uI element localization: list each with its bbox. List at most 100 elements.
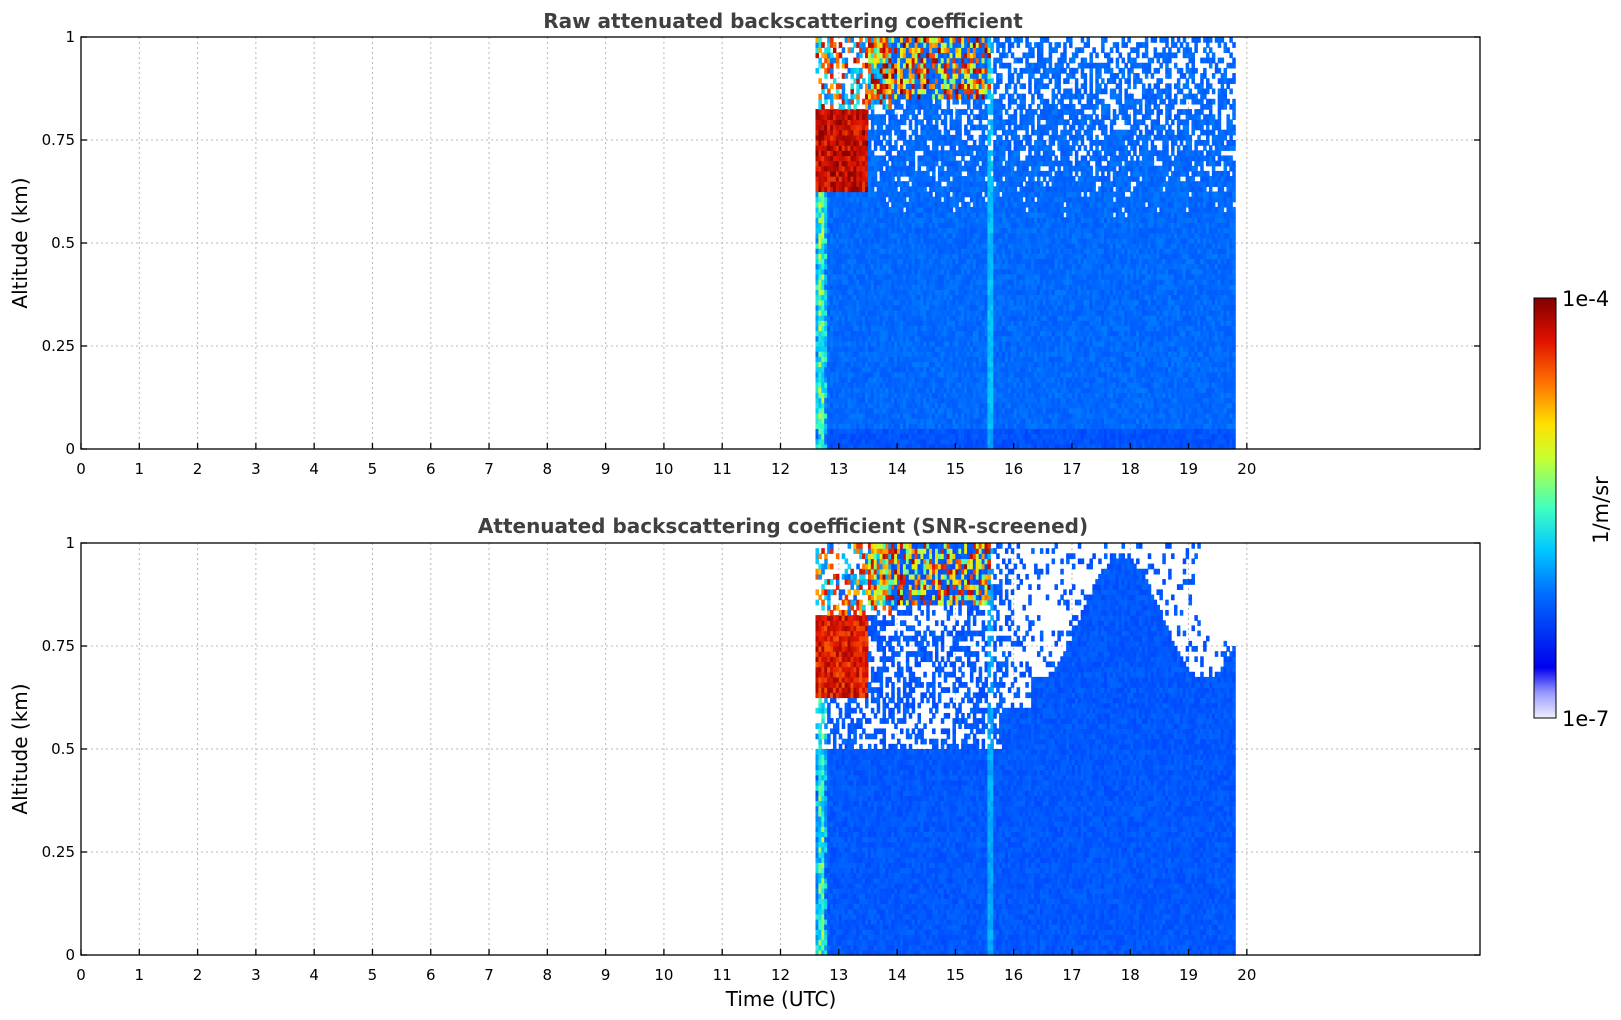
heatmap-cell: [838, 145, 843, 151]
heatmap-cell: [894, 212, 898, 218]
heatmap-cell: [911, 371, 916, 378]
heatmap-cell: [821, 119, 825, 126]
heatmap-cell: [993, 299, 997, 306]
heatmap-cell: [999, 62, 1003, 69]
heatmap-cell: [885, 433, 889, 440]
heatmap-cell: [993, 402, 997, 409]
heatmap-cell: [958, 407, 962, 414]
heatmap-cell: [978, 140, 983, 146]
heatmap-cell: [949, 109, 954, 115]
heatmap-cell: [841, 335, 846, 342]
heatmap-cell: [923, 83, 927, 90]
heatmap-cell: [937, 351, 942, 357]
heatmap-cell: [940, 37, 945, 43]
heatmap-cell: [835, 309, 840, 316]
heatmap-cell: [958, 263, 962, 270]
heatmap-cell: [815, 217, 819, 223]
heatmap-cell: [911, 155, 916, 162]
heatmap-cell: [876, 294, 881, 301]
heatmap-cell: [882, 191, 887, 198]
heatmap-cell: [946, 397, 951, 404]
heatmap-cell: [841, 176, 846, 182]
heatmap-cell: [975, 351, 980, 357]
heatmap-cell: [870, 402, 875, 409]
heatmap-cell: [949, 340, 954, 347]
heatmap-cell: [827, 243, 831, 249]
heatmap-cell: [984, 57, 989, 64]
heatmap-cell: [1004, 253, 1009, 260]
heatmap-cell: [999, 232, 1003, 239]
heatmap-cell: [911, 428, 916, 435]
heatmap-cell: [926, 304, 930, 311]
heatmap-cell: [920, 356, 924, 363]
heatmap-cell: [932, 145, 936, 151]
heatmap-cell: [873, 237, 878, 244]
heatmap-cell: [838, 181, 843, 187]
heatmap-cell: [955, 196, 959, 203]
heatmap-cell: [958, 325, 962, 332]
heatmap-cell: [908, 67, 913, 74]
heatmap-cell: [967, 93, 971, 100]
heatmap-cell: [917, 438, 921, 445]
heatmap-cell: [996, 119, 1000, 126]
heatmap-cell: [856, 340, 860, 347]
heatmap-cell: [955, 402, 959, 409]
heatmap-cell: [981, 109, 986, 115]
heatmap-cell: [815, 279, 819, 285]
heatmap-cell: [888, 289, 892, 296]
heatmap-cell: [993, 150, 997, 157]
heatmap-cell: [844, 145, 849, 151]
heatmap-cell: [838, 83, 843, 90]
heatmap-cell: [969, 134, 974, 141]
heatmap-cell: [908, 273, 913, 280]
heatmap-cell: [920, 52, 924, 59]
heatmap-cell: [975, 206, 980, 213]
heatmap-cell: [952, 273, 956, 280]
heatmap-cell: [850, 222, 854, 229]
heatmap-cell: [894, 428, 898, 435]
heatmap-cell: [835, 186, 840, 193]
heatmap-cell: [972, 299, 977, 306]
heatmap-cell: [879, 73, 884, 79]
heatmap-cell: [827, 222, 831, 229]
heatmap-cell: [1002, 273, 1006, 280]
heatmap-cell: [856, 119, 860, 126]
heatmap-cell: [847, 268, 852, 275]
heatmap-cell: [873, 438, 878, 445]
heatmap-cell: [835, 212, 840, 218]
heatmap-cell: [841, 371, 846, 378]
heatmap-cell: [943, 206, 948, 213]
heatmap-cell: [923, 170, 927, 177]
heatmap-cell: [940, 428, 945, 435]
heatmap-cell: [865, 361, 869, 368]
heatmap-cell: [908, 253, 913, 260]
heatmap-cell: [952, 315, 956, 321]
heatmap-cell: [926, 309, 930, 316]
heatmap-cell: [926, 423, 930, 429]
heatmap-cell: [908, 145, 913, 151]
heatmap-cell: [900, 62, 904, 69]
heatmap-cell: [897, 366, 901, 373]
heatmap-cell: [911, 366, 916, 373]
heatmap-cell: [873, 227, 878, 234]
heatmap-cell: [885, 428, 889, 435]
heatmap-cell: [967, 335, 971, 342]
heatmap-cell: [838, 212, 843, 218]
heatmap-cell: [964, 438, 968, 445]
heatmap-cell: [870, 263, 875, 270]
heatmap-cell: [862, 186, 866, 193]
heatmap-cell: [964, 52, 968, 59]
heatmap-cell: [882, 78, 887, 84]
heatmap-cell: [856, 397, 860, 404]
heatmap-cell: [1007, 402, 1012, 409]
heatmap-cell: [972, 253, 977, 260]
heatmap-cell: [888, 253, 892, 260]
heatmap-cell: [929, 52, 933, 59]
heatmap-cell: [993, 176, 997, 182]
heatmap-cell: [905, 356, 910, 363]
heatmap-cell: [1004, 309, 1009, 316]
heatmap-cell: [902, 387, 907, 393]
heatmap-cell: [926, 93, 930, 100]
heatmap-cell: [981, 248, 986, 254]
heatmap-cell: [850, 299, 854, 306]
